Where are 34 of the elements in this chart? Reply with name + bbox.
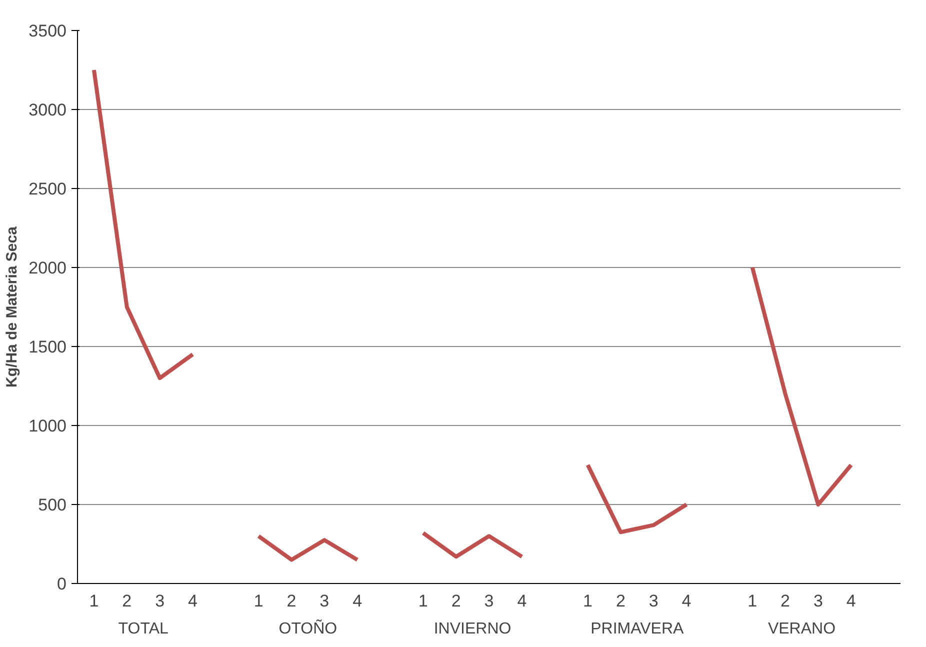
- x-tick-label: 4: [682, 592, 692, 610]
- y-tick-label: 2000: [28, 258, 67, 278]
- x-tick-label: 2: [122, 592, 132, 610]
- x-tick-label: 3: [320, 592, 330, 610]
- text: VERANO: [768, 620, 836, 638]
- text: OTOÑO: [278, 618, 338, 638]
- y-tick-label: 500: [38, 496, 67, 514]
- y-tick-label: 2500: [28, 180, 67, 198]
- x-tick-label: 4: [352, 592, 362, 610]
- x-tick-label: 4: [188, 592, 198, 610]
- x-tick-label: 1: [748, 592, 758, 610]
- y-tick-label: 1000: [28, 416, 67, 436]
- text: INVIERNO: [434, 620, 512, 638]
- x-tick-label: 3: [813, 592, 823, 610]
- x-tick-label: 1: [583, 592, 592, 610]
- text: PRIMAVERA: [590, 620, 684, 638]
- y-tick-label: 0: [57, 574, 67, 594]
- x-tick-label: 3: [648, 592, 658, 610]
- x-tick-label: 3: [484, 592, 494, 610]
- x-tick-label: 2: [616, 592, 626, 610]
- x-tick-label: 2: [286, 592, 296, 610]
- x-tick-label: 1: [89, 592, 99, 610]
- x-tick-label: 3: [155, 592, 165, 610]
- x-tick-label: 1: [254, 592, 264, 610]
- y-tick-label: 3500: [28, 22, 67, 40]
- x-tick-label: 2: [780, 592, 790, 610]
- x-tick-label: 1: [418, 592, 428, 610]
- text: TOTAL: [118, 620, 168, 638]
- x-tick-label: 4: [846, 592, 856, 610]
- y-tick-label: 1500: [28, 338, 67, 356]
- x-tick-label: 2: [451, 592, 461, 610]
- y-tick-label: 3000: [28, 100, 67, 120]
- x-tick-label: 4: [517, 592, 527, 610]
- y-axis-title: Kg/Ha de Materia Seca: [4, 226, 21, 388]
